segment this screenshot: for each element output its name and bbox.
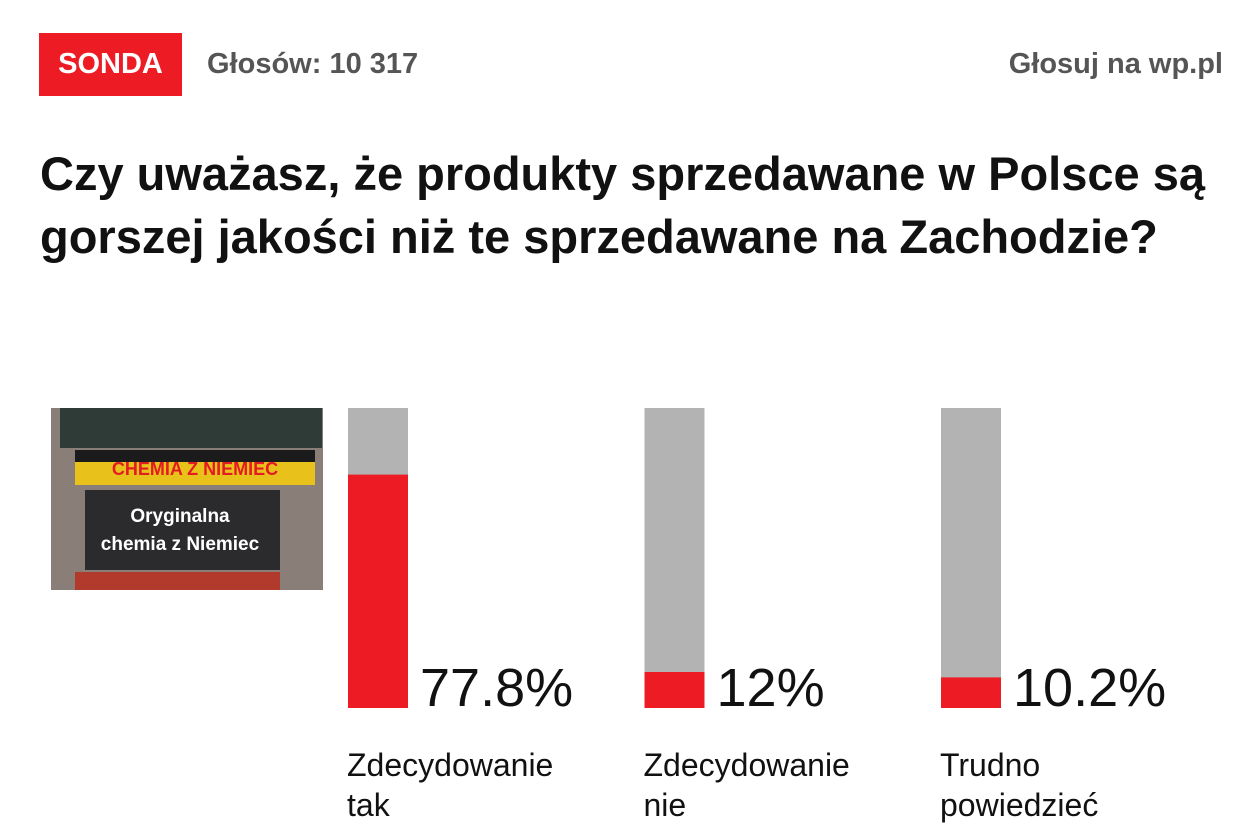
value-label: 77.8% (420, 658, 573, 718)
badge: SONDA (39, 33, 182, 96)
photo: CHEMIA Z NIEMIEC Oryginalna chemia z Nie… (51, 408, 323, 590)
awning (60, 408, 322, 448)
bar-track (941, 408, 1001, 708)
value-label: 12% (717, 658, 825, 718)
board (85, 490, 280, 570)
poll-question: Czy uważasz, że produkty sprzedawane w P… (40, 147, 1205, 263)
bar (644, 672, 705, 708)
shop-front (75, 572, 280, 590)
vote-link[interactable]: Głosuj na wp.pl (1008, 48, 1223, 80)
board-text: Oryginalna (130, 506, 230, 527)
category-label: Zdecydowanie tak (347, 747, 554, 823)
bar (941, 677, 1001, 708)
sign-strip-dark (75, 450, 315, 462)
sign-text: CHEMIA Z NIEMIEC (112, 459, 278, 479)
board-text: chemia z Niemiec (101, 534, 260, 555)
vote-count: Głosów: 10 317 (207, 48, 419, 80)
category-label: Trudno powiedzieć (940, 747, 1099, 823)
bar-track (644, 408, 705, 708)
value-label: 10.2% (1013, 658, 1166, 718)
bar (348, 474, 408, 708)
category-label: Zdecydowanie nie (643, 747, 850, 823)
